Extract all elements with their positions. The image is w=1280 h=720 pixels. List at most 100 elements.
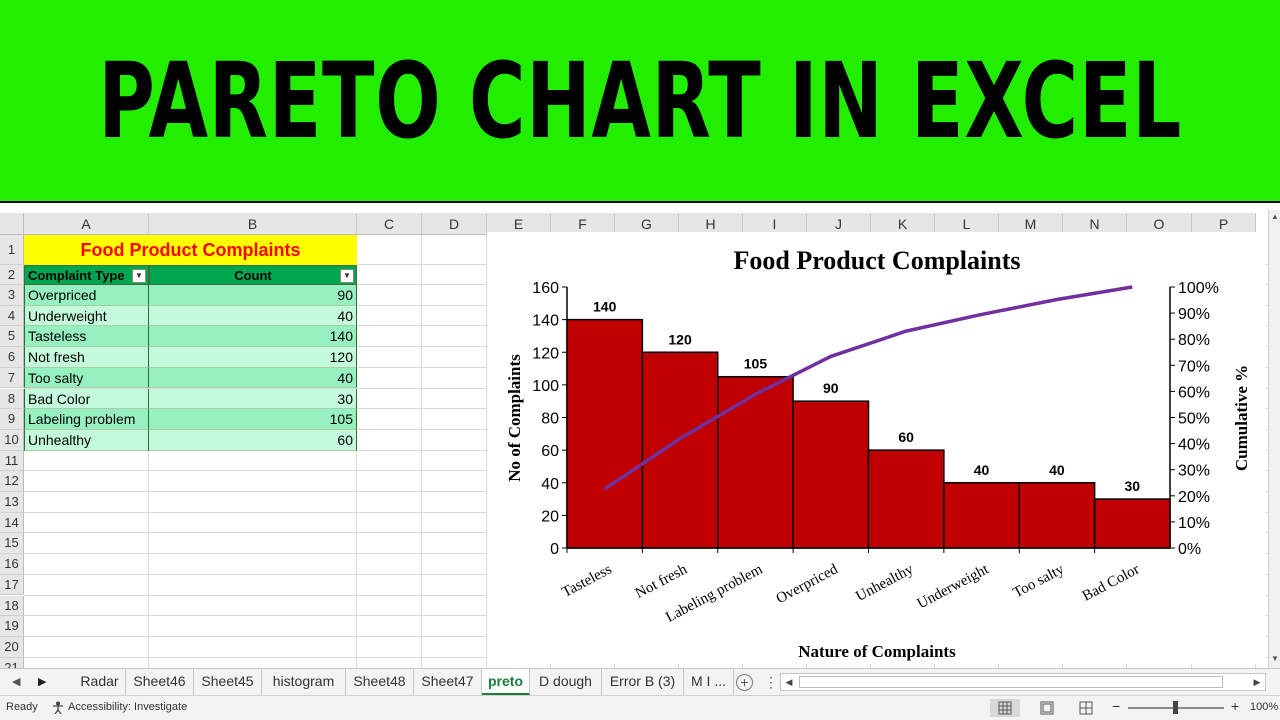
- bar: [1093, 498, 1171, 549]
- sheet-tab[interactable]: Sheet47: [414, 669, 482, 695]
- sheet-tab[interactable]: Error B (3): [602, 669, 684, 695]
- row-header[interactable]: 11: [0, 450, 24, 472]
- table-cell-count[interactable]: 60: [149, 429, 357, 451]
- row-header[interactable]: 18: [0, 595, 24, 617]
- table-cell-complaint-type[interactable]: Overpriced: [24, 285, 149, 306]
- sheet-tab[interactable]: M I ...: [684, 669, 734, 695]
- tab-options-icon[interactable]: ⋮: [764, 674, 778, 690]
- table-cell-complaint-type[interactable]: Bad Color: [24, 388, 149, 410]
- y2-tick-label: 50%: [1178, 411, 1210, 428]
- normal-view-icon[interactable]: [990, 699, 1020, 717]
- scroll-right-icon[interactable]: ▶: [1253, 677, 1261, 687]
- table-cell-count[interactable]: 30: [149, 388, 357, 410]
- y-tick-label: 120: [532, 345, 559, 362]
- table-title[interactable]: Food Product Complaints: [24, 235, 357, 265]
- sheet-tab[interactable]: Radar: [74, 669, 126, 695]
- sheet-tab[interactable]: histogram: [262, 669, 346, 695]
- sheet-tab[interactable]: Sheet46: [126, 669, 194, 695]
- row-header[interactable]: 12: [0, 471, 24, 492]
- bar-data-label: 90: [823, 380, 839, 396]
- row-header[interactable]: 10: [0, 429, 24, 451]
- bar: [566, 318, 644, 549]
- row-header[interactable]: 20: [0, 636, 24, 658]
- row-header[interactable]: 1: [0, 235, 24, 265]
- y-tick-label: 80: [541, 411, 559, 428]
- row-header[interactable]: 9: [0, 409, 24, 430]
- vertical-scrollbar[interactable]: ▲ ▼: [1268, 210, 1280, 668]
- column-header[interactable]: A: [24, 213, 149, 235]
- row-header[interactable]: 2: [0, 265, 24, 285]
- pareto-chart[interactable]: Food Product Complaints 0 20 40 60 80 100 120 14…: [486, 232, 1266, 664]
- chart-svg: Food Product Complaints 0 20 40 60 80 100 120 14…: [505, 246, 1251, 661]
- x-axis-title: Nature of Complaints: [798, 642, 956, 661]
- table-cell-complaint-type[interactable]: Unhealthy: [24, 429, 149, 451]
- zoom-slider-thumb[interactable]: [1173, 701, 1178, 714]
- banner: PARETO CHART IN EXCEL: [0, 0, 1280, 203]
- table-cell-complaint-type[interactable]: Too salty: [24, 367, 149, 389]
- table-cell-count[interactable]: 90: [149, 285, 357, 306]
- row-header[interactable]: 15: [0, 533, 24, 555]
- table-cell-complaint-type[interactable]: Underweight: [24, 305, 149, 327]
- filter-dropdown-icon[interactable]: ▼: [132, 269, 146, 283]
- table-cell-count[interactable]: 40: [149, 367, 357, 389]
- page-break-icon[interactable]: [1071, 699, 1101, 717]
- y-tick-label: 160: [532, 280, 559, 297]
- status-ready: Ready: [6, 701, 38, 713]
- x-category-label: Underweight: [915, 561, 992, 612]
- header-count[interactable]: Count ▼: [149, 265, 357, 285]
- column-header[interactable]: B: [149, 213, 357, 235]
- table-cell-complaint-type[interactable]: Not fresh: [24, 347, 149, 368]
- scroll-left-icon[interactable]: ◀: [785, 677, 793, 687]
- sheet-tab[interactable]: preto: [482, 669, 530, 695]
- row-header[interactable]: 14: [0, 512, 24, 534]
- table-cell-complaint-type[interactable]: Labeling problem: [24, 409, 149, 430]
- table-cell-count[interactable]: 140: [149, 326, 357, 348]
- column-header[interactable]: C: [357, 213, 422, 235]
- y2-axis-title: Cumulative %: [1232, 365, 1251, 471]
- filter-dropdown-icon[interactable]: ▼: [340, 269, 354, 283]
- row-header[interactable]: 6: [0, 347, 24, 368]
- next-sheet-icon[interactable]: ▶: [38, 676, 47, 688]
- add-sheet-icon[interactable]: +: [736, 674, 753, 691]
- row-header[interactable]: 4: [0, 305, 24, 327]
- bar: [792, 400, 870, 549]
- row-header[interactable]: 17: [0, 574, 24, 596]
- select-all-corner[interactable]: [0, 213, 24, 235]
- accessibility-status[interactable]: Accessibility: Investigate: [68, 701, 188, 713]
- zoom-in-icon[interactable]: +: [1231, 698, 1240, 714]
- horizontal-scrollbar[interactable]: ◀ ▶: [780, 673, 1266, 691]
- y-axis-title: No of Complaints: [505, 354, 524, 482]
- bar: [867, 449, 945, 549]
- row-header[interactable]: 3: [0, 285, 24, 306]
- row-header[interactable]: 7: [0, 367, 24, 389]
- scroll-down-icon[interactable]: ▼: [1271, 654, 1279, 663]
- zoom-out-icon[interactable]: −: [1112, 698, 1121, 714]
- table-cell-count[interactable]: 105: [149, 409, 357, 430]
- y-tick-label: 40: [541, 476, 559, 493]
- column-header[interactable]: D: [422, 213, 487, 235]
- row-header[interactable]: 13: [0, 492, 24, 513]
- accessibility-icon[interactable]: [52, 701, 66, 717]
- x-category-label: Unhealthy: [853, 561, 916, 605]
- status-bar: Ready Accessibility: Investigate − + 100…: [0, 695, 1280, 720]
- sheet-tab[interactable]: D dough: [530, 669, 602, 695]
- table-cell-complaint-type[interactable]: Tasteless: [24, 326, 149, 348]
- bar-data-label: 105: [744, 356, 768, 372]
- scrollbar-thumb[interactable]: [799, 676, 1223, 688]
- table-cell-count[interactable]: 40: [149, 305, 357, 327]
- y-tick-label: 60: [541, 443, 559, 460]
- row-header[interactable]: 5: [0, 326, 24, 348]
- scroll-up-icon[interactable]: ▲: [1271, 212, 1279, 221]
- row-header[interactable]: 8: [0, 388, 24, 410]
- x-category-label: Overpriced: [774, 561, 842, 607]
- row-header[interactable]: 16: [0, 554, 24, 575]
- table-cell-count[interactable]: 120: [149, 347, 357, 368]
- bar: [641, 351, 719, 549]
- sheet-tab[interactable]: Sheet48: [346, 669, 414, 695]
- zoom-level[interactable]: 100%: [1250, 701, 1279, 713]
- page-layout-icon[interactable]: [1032, 699, 1062, 717]
- sheet-tab[interactable]: Sheet45: [194, 669, 262, 695]
- header-complaint-type[interactable]: Complaint Type ▼: [24, 265, 149, 285]
- row-header[interactable]: 19: [0, 616, 24, 637]
- prev-sheet-icon[interactable]: ◀: [12, 676, 21, 688]
